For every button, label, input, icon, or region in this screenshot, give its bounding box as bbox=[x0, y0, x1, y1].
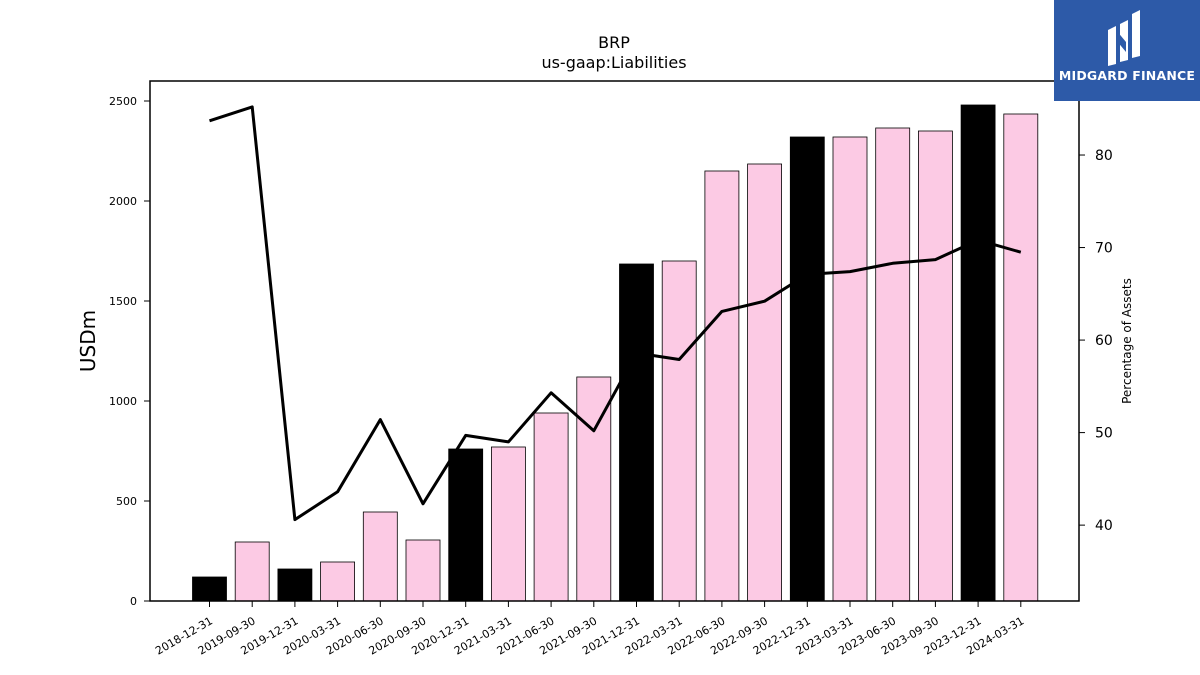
left-axis: 0 500 1000 1500 2000 2500 bbox=[109, 95, 150, 608]
bar bbox=[490, 446, 526, 602]
bar bbox=[533, 412, 569, 602]
bar bbox=[320, 561, 356, 602]
bar bbox=[960, 104, 996, 602]
bar bbox=[362, 511, 398, 602]
y2-tick-label: 60 bbox=[1095, 333, 1113, 349]
plot-frame bbox=[149, 80, 1080, 602]
right-axis: 40 50 60 70 80 bbox=[1079, 148, 1113, 534]
chart-title: BRP bbox=[598, 33, 630, 52]
y2-tick-label: 70 bbox=[1095, 241, 1113, 257]
x-axis: 2018-12-312019-09-302019-12-312020-03-31… bbox=[153, 601, 1026, 658]
y-tick-label: 1500 bbox=[109, 295, 137, 308]
bar bbox=[1003, 113, 1039, 602]
bar bbox=[192, 576, 227, 602]
y-tick-label: 2500 bbox=[109, 95, 137, 108]
bar bbox=[789, 136, 825, 602]
bar bbox=[918, 130, 953, 602]
chart-subtitle: us-gaap:Liabilities bbox=[541, 53, 686, 72]
y2-tick-label: 80 bbox=[1095, 148, 1113, 164]
y2-axis-label: Percentage of Assets bbox=[1120, 278, 1134, 404]
bar bbox=[277, 568, 313, 602]
y-tick-label: 1000 bbox=[109, 395, 137, 408]
y2-tick-label: 40 bbox=[1095, 518, 1113, 534]
y2-tick-label: 50 bbox=[1095, 426, 1113, 442]
bar bbox=[448, 448, 484, 602]
y-tick-label: 500 bbox=[116, 495, 137, 508]
bar bbox=[576, 376, 612, 602]
line-group bbox=[209, 105, 1022, 522]
y-tick-label: 0 bbox=[130, 595, 137, 608]
bar bbox=[619, 263, 654, 602]
bar bbox=[704, 170, 740, 602]
bar bbox=[234, 541, 270, 602]
bar bbox=[747, 163, 782, 602]
midgard-logo-icon bbox=[1108, 10, 1140, 66]
bar bbox=[405, 539, 441, 602]
bar bbox=[661, 260, 697, 602]
bar bbox=[832, 136, 868, 602]
y-axis-label: USDm bbox=[76, 310, 100, 372]
y-tick-label: 2000 bbox=[109, 195, 137, 208]
percentage-line bbox=[209, 105, 1022, 522]
brand-logo: MIDGARD FINANCE bbox=[1054, 0, 1200, 101]
bars-group bbox=[192, 104, 1039, 602]
brand-name: MIDGARD FINANCE bbox=[1058, 68, 1196, 83]
bar bbox=[875, 127, 911, 602]
